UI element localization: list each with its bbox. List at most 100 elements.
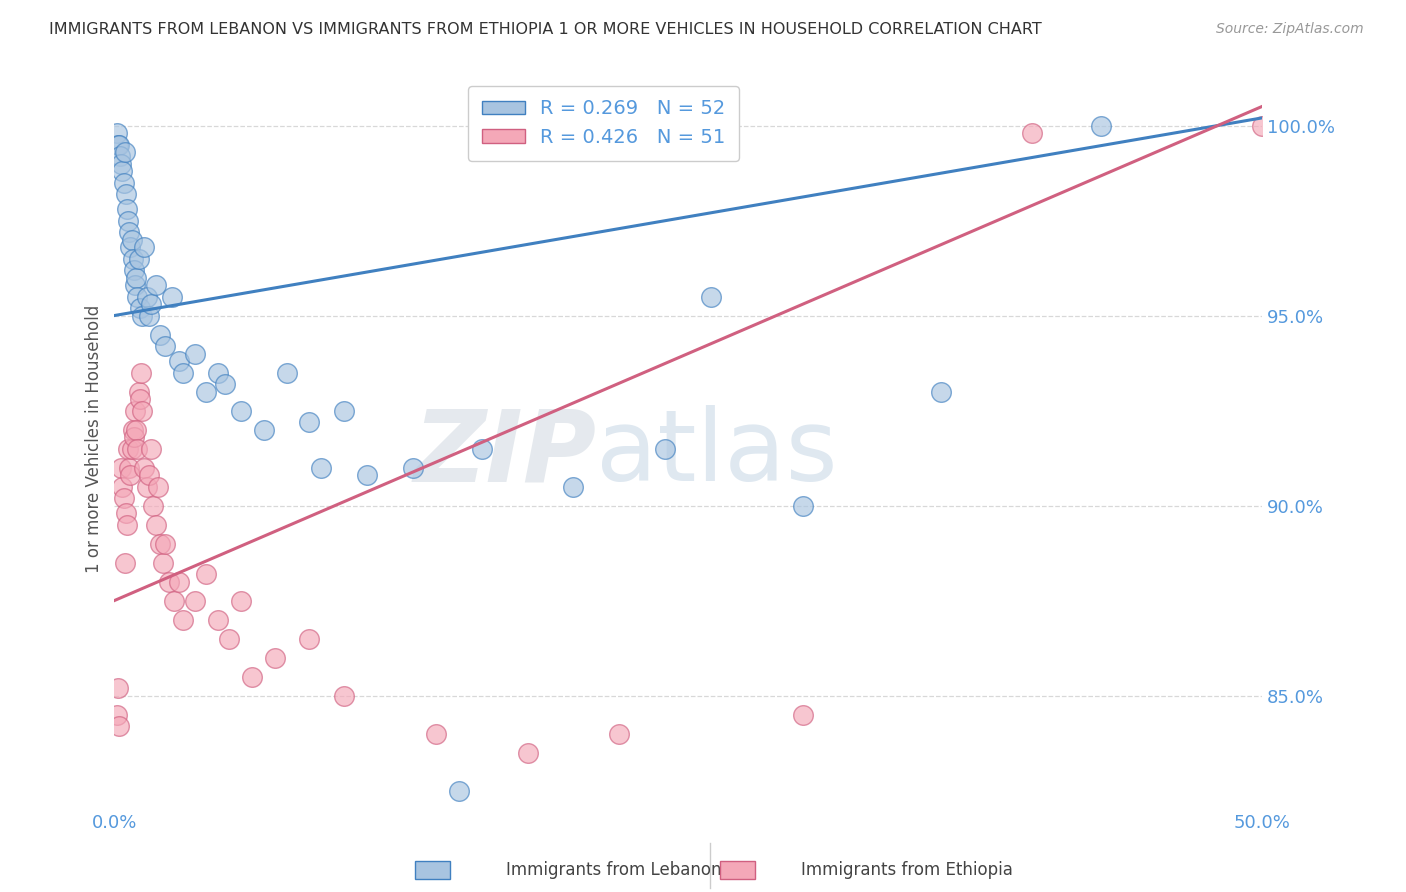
Point [107,681,129,695]
Text: Source: ZipAtlas.com: Source: ZipAtlas.com [1216,22,1364,37]
Point [159,574,181,589]
Point [120,240,142,254]
Point [121,252,143,266]
Point [115,517,138,532]
Point [654,442,676,456]
Point [128,252,150,266]
Y-axis label: 1 or more Vehicles in Household: 1 or more Vehicles in Household [86,305,103,574]
Text: atlas: atlas [596,405,838,502]
Point [153,536,176,550]
Point [607,726,630,740]
Point [425,726,447,740]
Point [402,460,425,475]
Point [152,556,174,570]
Text: Immigrants from Lebanon: Immigrants from Lebanon [506,861,721,879]
Point [134,240,156,254]
Point [333,689,356,703]
Point [128,384,150,399]
Point [163,593,186,607]
Point [117,442,139,456]
Point [138,309,160,323]
Point [115,506,138,520]
Point [145,278,167,293]
Point [229,403,252,417]
Point [333,403,356,417]
Point [112,176,135,190]
Point [207,613,229,627]
Point [240,669,263,683]
Point [229,593,252,607]
Point [129,366,152,380]
Point [122,263,145,277]
Point [471,442,494,456]
Point [160,289,183,303]
Point [134,460,156,475]
Point [118,460,141,475]
Point [309,460,332,475]
Point [264,650,287,665]
Point [298,632,321,646]
Point [124,403,146,417]
Point [107,137,129,152]
Point [121,423,143,437]
Point [139,297,162,311]
Point [447,783,470,797]
Point [1090,119,1112,133]
Point [105,707,128,722]
Point [153,339,176,353]
Point [172,613,194,627]
Point [135,289,157,303]
Point [105,126,128,140]
Point [195,384,218,399]
Point [125,423,148,437]
Point [120,468,142,483]
Point [214,376,236,391]
Point [108,137,131,152]
Point [146,479,169,493]
Point [127,442,149,456]
Point [122,430,145,444]
Point [124,278,146,293]
Point [127,289,149,303]
Point [108,719,131,733]
Point [195,566,218,581]
Point [131,403,153,417]
Point [356,468,378,483]
Point [929,384,952,399]
Point [562,479,585,493]
Point [111,164,134,178]
Point [108,149,131,163]
Point [135,479,157,493]
Point [142,499,165,513]
Point [115,186,138,201]
Point [139,442,162,456]
Legend: R = 0.269   N = 52, R = 0.426   N = 51: R = 0.269 N = 52, R = 0.426 N = 51 [468,86,740,161]
Point [1251,119,1274,133]
Point [700,289,723,303]
Point [252,423,274,437]
Point [110,156,132,170]
Text: IMMIGRANTS FROM LEBANON VS IMMIGRANTS FROM ETHIOPIA 1 OR MORE VEHICLES IN HOUSEH: IMMIGRANTS FROM LEBANON VS IMMIGRANTS FR… [49,22,1042,37]
Point [112,491,135,505]
Text: Immigrants from Ethiopia: Immigrants from Ethiopia [801,861,1014,879]
Point [167,354,190,368]
Point [792,707,814,722]
Point [276,366,298,380]
Point [138,468,160,483]
Point [145,517,167,532]
Point [792,499,814,513]
Point [115,202,138,216]
Point [298,415,321,429]
Point [118,225,141,239]
Point [516,746,538,760]
Point [167,574,190,589]
Point [128,392,150,406]
Point [131,309,153,323]
Point [121,233,143,247]
Point [114,556,136,570]
Point [172,366,194,380]
Point [125,270,148,285]
Text: ZIP: ZIP [413,405,596,502]
Point [149,536,172,550]
Point [110,460,132,475]
